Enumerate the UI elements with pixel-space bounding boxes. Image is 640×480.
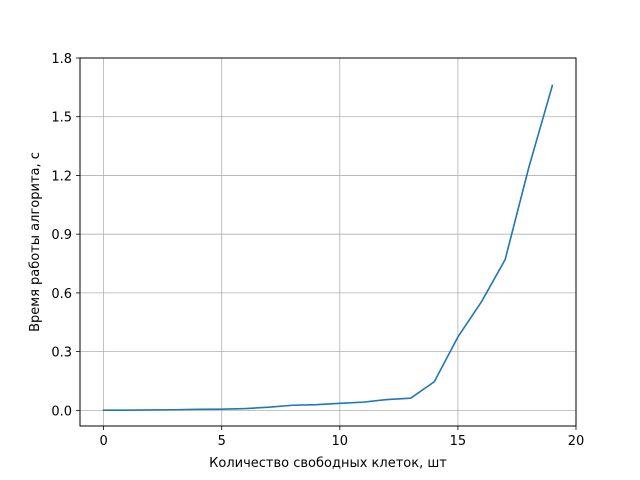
series-layer: [102, 84, 554, 411]
series-line: [102, 84, 554, 411]
y-tick-label: 0.3: [51, 346, 72, 361]
y-axis-label: Время работы алгорита, с: [28, 152, 43, 332]
x-tick-label: 15: [450, 434, 467, 449]
x-tick-label: 10: [332, 434, 349, 449]
y-tick-label: 1.2: [51, 169, 72, 184]
y-axis-ticks: 0.0 0.3 0.6 0.9 1.2 1.5 1.8: [51, 52, 80, 419]
plot-frame: [79, 57, 577, 427]
y-tick-label: 1.8: [51, 52, 72, 67]
plot-background: [80, 58, 576, 426]
x-axis-label: Количество свободных клеток, шт: [209, 456, 447, 471]
y-tick-label: 0.6: [51, 287, 72, 302]
y-tick-label: 0.0: [51, 404, 72, 419]
x-axis-ticks: 0 5 10 15 20: [99, 426, 584, 449]
x-tick-label: 0: [99, 434, 107, 449]
y-tick-label: 0.9: [51, 228, 72, 243]
x-tick-label: 20: [568, 434, 585, 449]
x-tick-label: 5: [218, 434, 226, 449]
y-tick-label: 1.5: [51, 111, 72, 126]
